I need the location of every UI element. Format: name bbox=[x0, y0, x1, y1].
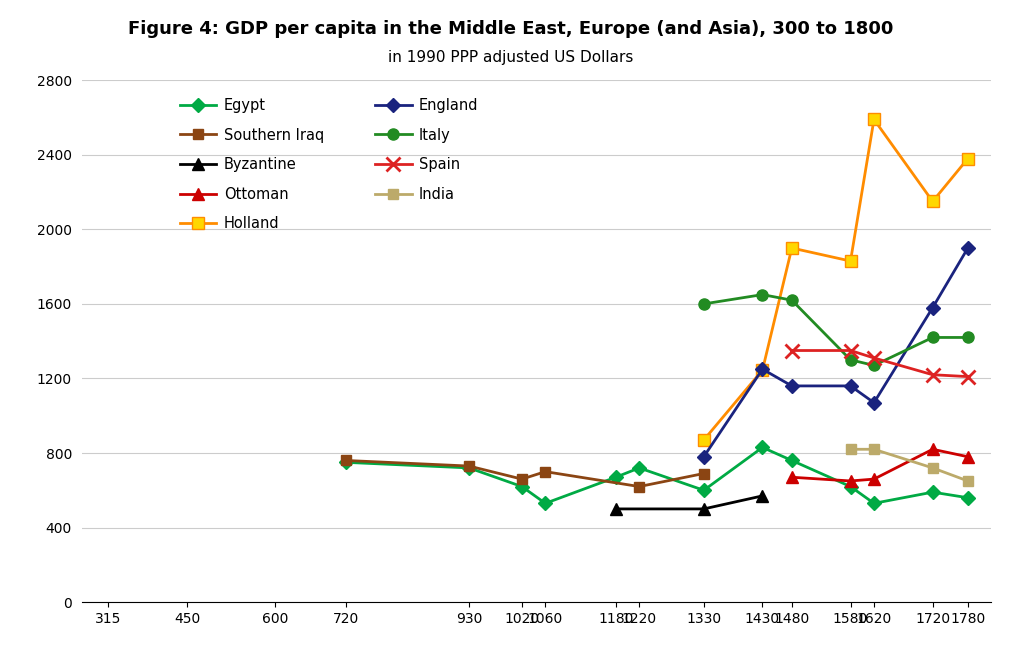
Text: in 1990 PPP adjusted US Dollars: in 1990 PPP adjusted US Dollars bbox=[388, 50, 634, 65]
Text: Figure 4: GDP per capita in the Middle East, Europe (and Asia), 300 to 1800: Figure 4: GDP per capita in the Middle E… bbox=[129, 20, 893, 38]
Legend: Egypt, Southern Iraq, Byzantine, Ottoman, Holland, England, Italy, Spain, India: Egypt, Southern Iraq, Byzantine, Ottoman… bbox=[180, 98, 478, 231]
